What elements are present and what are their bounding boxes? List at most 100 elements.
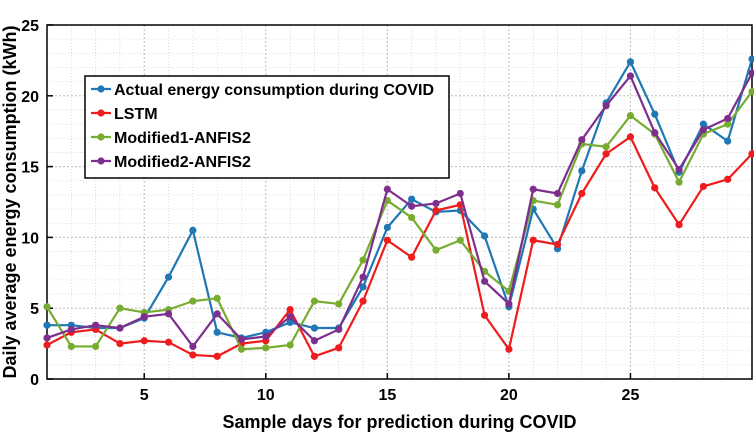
x-tick-label: 20	[500, 387, 518, 404]
data-point	[189, 351, 197, 359]
legend-entry: Modified1-ANFIS2	[91, 130, 251, 147]
y-tick-label: 25	[21, 18, 39, 35]
data-point	[748, 150, 754, 158]
y-tick-label: 5	[30, 301, 39, 318]
data-point	[286, 306, 294, 314]
series-group	[43, 55, 754, 360]
data-point	[748, 87, 754, 96]
legend-marker	[97, 157, 105, 165]
y-tick-label: 15	[21, 160, 39, 177]
data-point	[626, 58, 635, 66]
data-point	[383, 223, 391, 232]
data-point	[164, 338, 173, 346]
legend-label: LSTM	[114, 106, 158, 123]
legend-label: Modified2-ANFIS2	[114, 154, 251, 171]
data-point	[213, 294, 221, 302]
legend-marker	[97, 133, 105, 141]
data-point	[480, 232, 489, 240]
data-point	[529, 185, 537, 193]
series-3	[43, 87, 754, 353]
legend-entry: Modified2-ANFIS2	[91, 154, 251, 171]
data-point	[408, 195, 416, 203]
data-point	[140, 337, 148, 345]
data-point	[359, 273, 367, 281]
data-point	[335, 325, 343, 334]
data-point	[553, 201, 562, 209]
data-point	[116, 304, 124, 312]
data-point	[310, 337, 319, 345]
data-point	[724, 175, 732, 183]
data-point	[213, 310, 221, 318]
data-point	[748, 55, 754, 63]
data-point	[262, 332, 270, 341]
legend: Actual energy consumption during COVID LS…	[84, 75, 450, 179]
legend-marker	[97, 109, 105, 117]
data-point	[408, 213, 416, 222]
x-axis-title: Sample days for prediction during COVID	[222, 412, 576, 432]
data-point	[724, 137, 732, 145]
y-tick-label: 10	[21, 230, 39, 247]
x-tick-label: 5	[140, 387, 149, 404]
data-point	[408, 253, 416, 261]
data-point	[699, 126, 707, 134]
data-point	[553, 189, 562, 198]
data-point	[529, 236, 537, 244]
data-point	[383, 185, 391, 193]
series-line	[46, 90, 753, 351]
data-point	[480, 311, 489, 319]
data-point	[748, 69, 754, 77]
data-point	[189, 342, 197, 351]
data-point	[92, 342, 100, 351]
data-point	[699, 182, 707, 191]
legend-label: Actual energy consumption during COVID	[114, 82, 434, 99]
data-point	[286, 318, 294, 326]
data-point	[480, 277, 489, 285]
data-point	[602, 143, 610, 151]
data-point	[432, 206, 440, 215]
data-point	[359, 297, 367, 305]
data-point	[67, 325, 75, 334]
series-line	[46, 135, 753, 358]
data-point	[675, 221, 683, 229]
data-point	[724, 114, 732, 123]
axis-ticks: 0 5 10 15 20 25 5 10 15 20 25	[21, 18, 639, 404]
series-line	[47, 58, 754, 340]
data-point	[675, 165, 683, 174]
data-point	[578, 167, 586, 175]
data-point	[286, 313, 294, 321]
data-point	[675, 178, 683, 186]
data-point	[116, 324, 124, 332]
data-point	[602, 150, 610, 158]
legend-marker	[97, 85, 105, 93]
x-tick-label: 10	[257, 387, 275, 404]
data-point	[286, 341, 294, 349]
data-point	[626, 133, 635, 141]
data-point	[553, 240, 562, 249]
data-point	[626, 112, 635, 120]
data-point	[505, 345, 513, 353]
x-tick-label: 25	[622, 387, 640, 404]
legend-entry: LSTM	[91, 106, 158, 123]
data-point	[383, 236, 391, 244]
data-point	[213, 352, 221, 360]
data-point	[456, 236, 464, 244]
data-point	[213, 328, 221, 336]
legend-label: Modified1-ANFIS2	[114, 130, 251, 147]
data-point	[651, 129, 659, 137]
x-tick-label: 15	[378, 387, 396, 404]
data-point	[189, 226, 197, 234]
y-axis-title: Daily average energy consumption (kWh)	[0, 25, 20, 378]
data-point	[164, 310, 173, 318]
data-point	[92, 321, 100, 329]
data-point	[432, 246, 440, 254]
data-point	[140, 313, 148, 321]
series-4	[43, 69, 754, 351]
data-point	[651, 184, 659, 192]
series-line	[46, 72, 753, 348]
data-point	[578, 189, 586, 198]
data-point	[408, 202, 416, 210]
data-point	[43, 303, 51, 311]
data-point	[335, 300, 343, 308]
